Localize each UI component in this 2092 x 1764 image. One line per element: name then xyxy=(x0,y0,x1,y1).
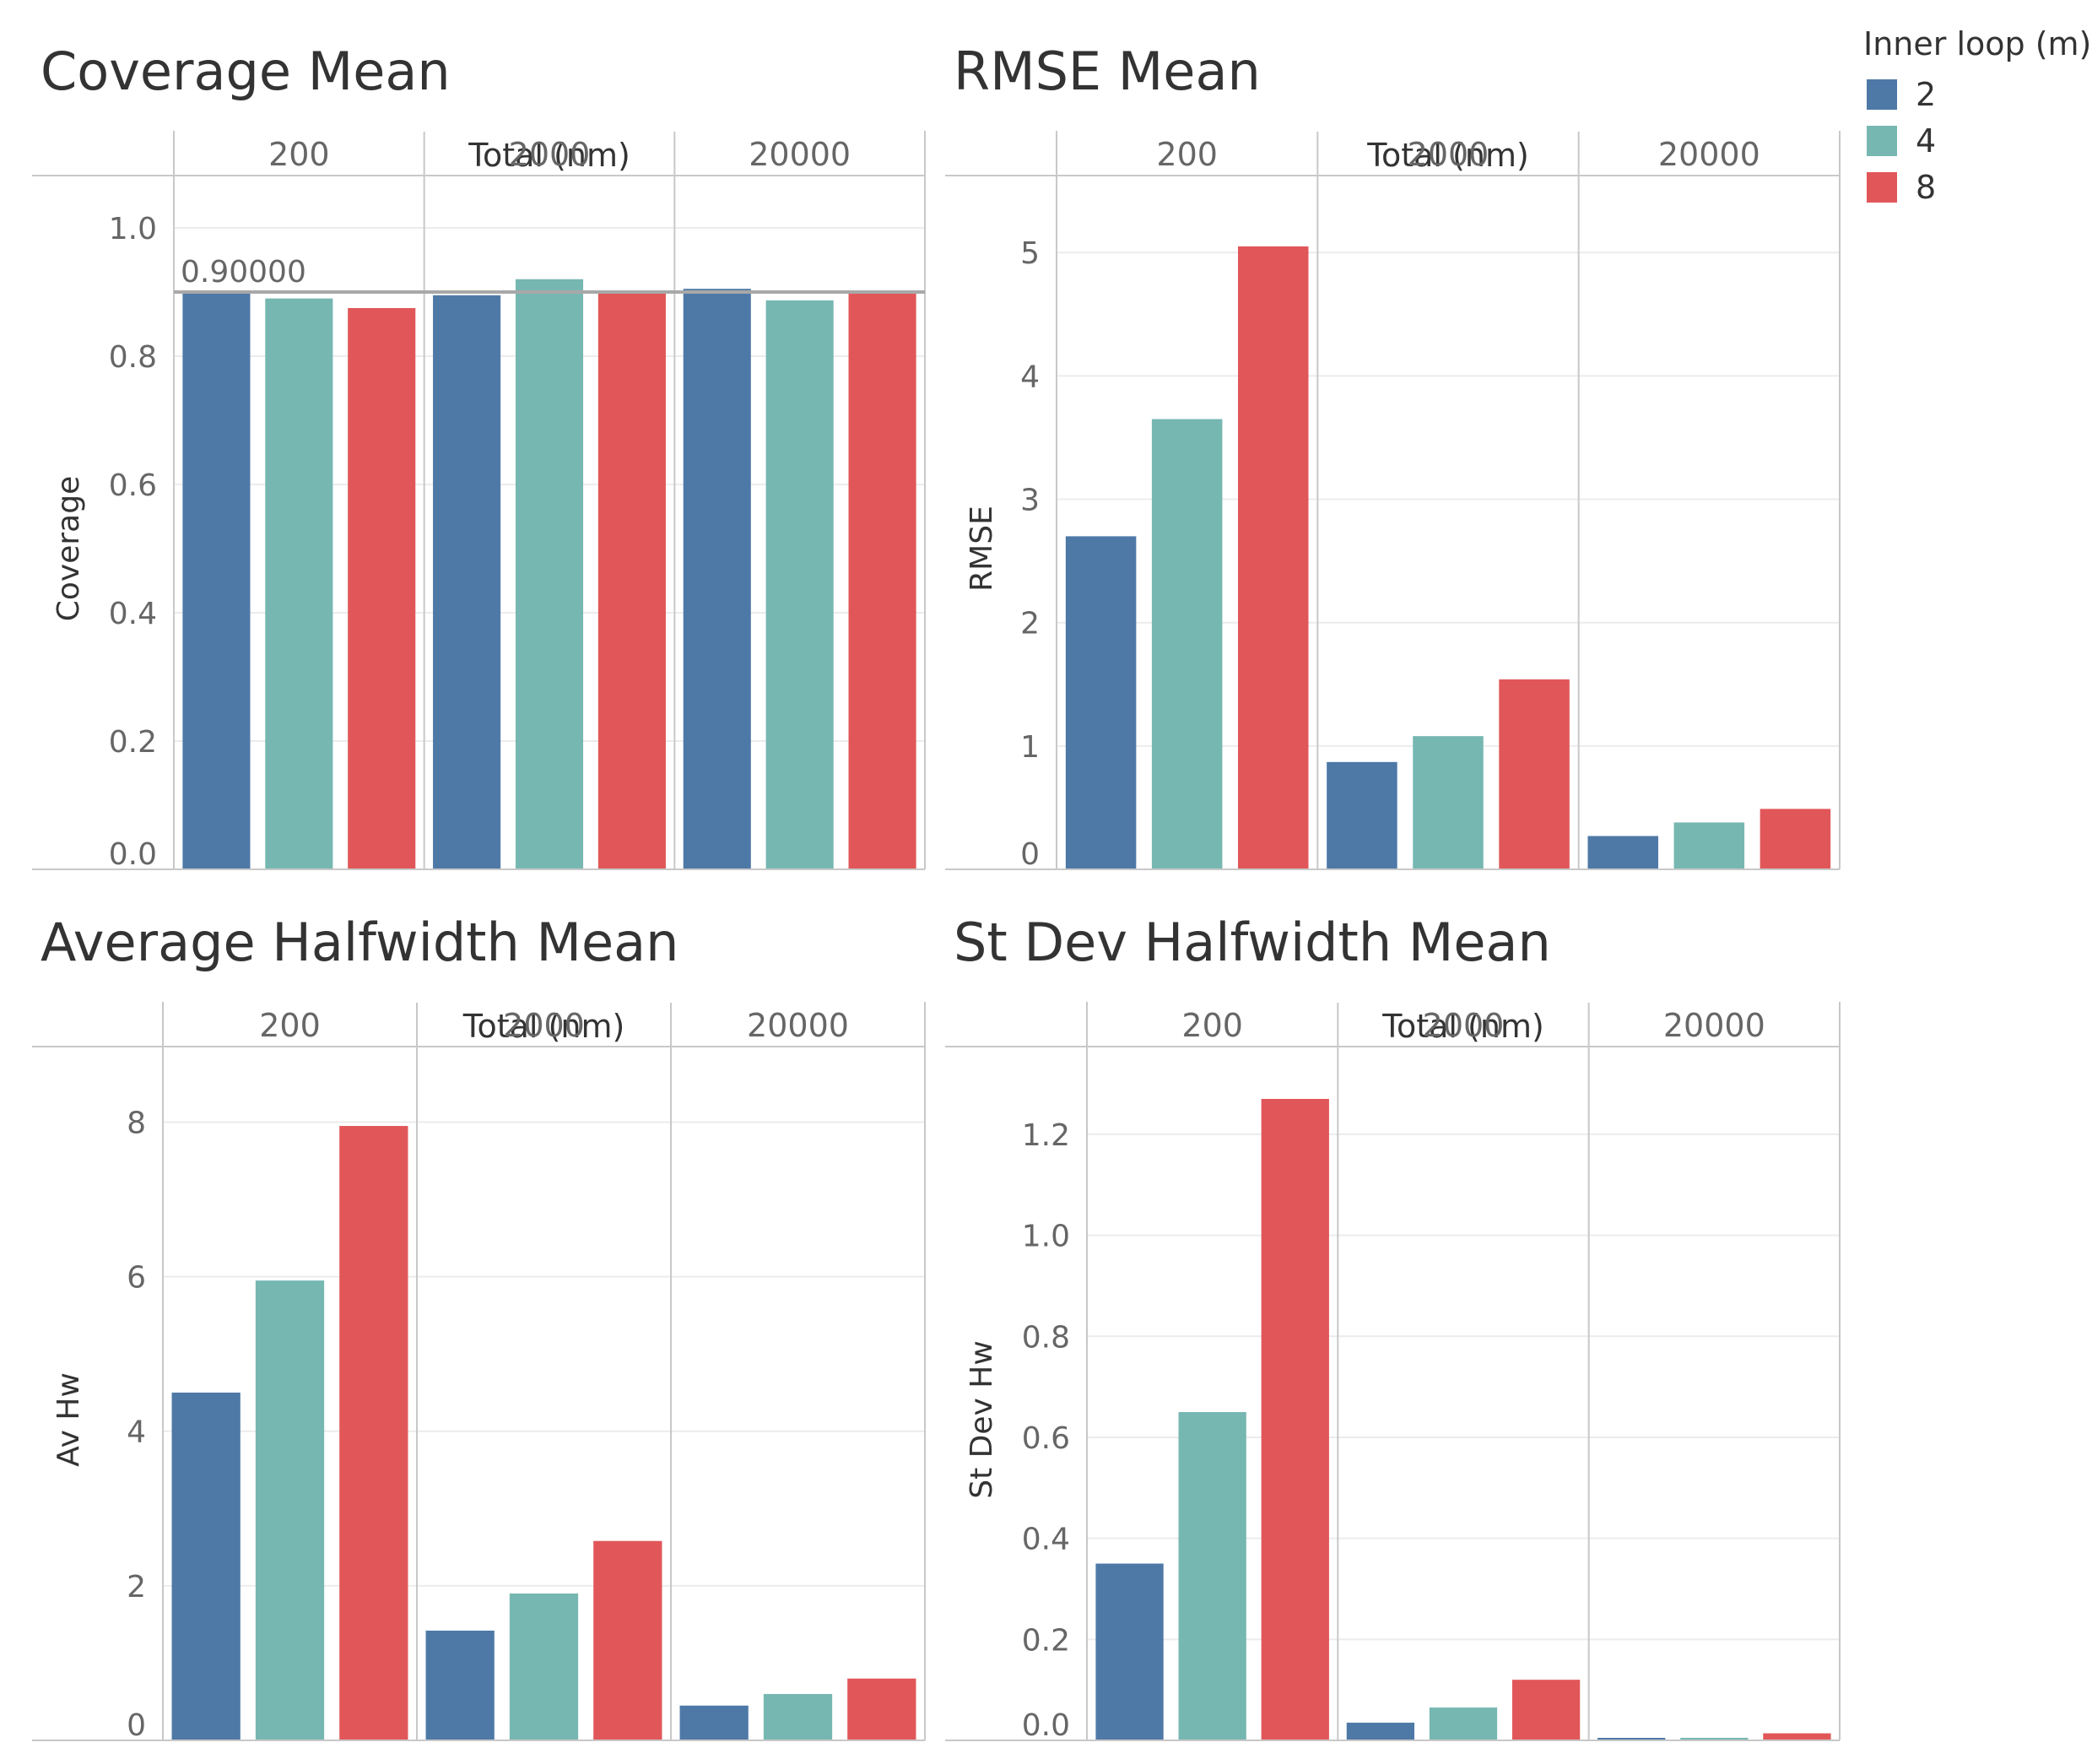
av-hw-bar-200-2 xyxy=(171,1392,241,1740)
av-hw-tick-label-2: 4 xyxy=(127,1415,146,1450)
st-dev-hw-bar-2000-2 xyxy=(1346,1723,1415,1740)
st-dev-hw-y-axis-label: St Dev Hw xyxy=(965,1340,999,1499)
rmse-bar-2000-2 xyxy=(1327,761,1397,869)
coverage-tick-label-5: 1.0 xyxy=(109,212,157,246)
coverage-mean-title: Coverage Mean xyxy=(41,41,451,102)
st-dev-hw-group-label-20000: 20000 xyxy=(1663,1007,1765,1044)
rmse-group-label-2000: 2000 xyxy=(1408,136,1489,173)
av-hw-tick-label-1: 2 xyxy=(127,1570,146,1604)
st-dev-hw-tick-label-3: 0.6 xyxy=(1022,1421,1070,1456)
st-dev-hw-column-header: Total (nm) xyxy=(1381,1008,1544,1045)
st-dev-halfwidth-mean-title: St Dev Halfwidth Mean xyxy=(954,912,1551,973)
st-dev-hw-bar-200-4 xyxy=(1178,1412,1246,1740)
coverage-bar-200-8 xyxy=(348,308,416,869)
av-hw-bar-200-8 xyxy=(339,1126,408,1740)
coverage-bar-20000-8 xyxy=(848,292,916,869)
coverage-bar-200-2 xyxy=(182,292,251,869)
coverage-bar-20000-2 xyxy=(683,289,751,869)
coverage-group-label-20000: 20000 xyxy=(749,136,851,173)
rmse-tick-label-1: 1 xyxy=(1020,730,1040,765)
legend-item-8: 8 xyxy=(1863,164,2091,210)
legend-swatch-2 xyxy=(1867,78,1897,110)
coverage-reference-label: 0.90000 xyxy=(181,255,306,289)
st-dev-hw-tick-label-1: 0.2 xyxy=(1022,1623,1070,1658)
av-hw-group-label-200: 200 xyxy=(259,1007,321,1044)
rmse-tick-label-5: 5 xyxy=(1020,236,1040,271)
coverage-bar-2000-4 xyxy=(515,279,584,869)
av-hw-bar-2000-2 xyxy=(425,1630,495,1740)
rmse-group-label-200: 200 xyxy=(1156,136,1218,173)
st-dev-hw-bar-200-2 xyxy=(1095,1563,1164,1740)
legend-title: Inner loop (m) xyxy=(1863,25,2092,62)
av-hw-y-axis-label: Av Hw xyxy=(51,1372,86,1467)
av-hw-bar-2000-4 xyxy=(509,1594,579,1740)
rmse-bar-2000-8 xyxy=(1499,679,1570,869)
av-hw-bar-20000-8 xyxy=(847,1678,916,1740)
av-hw-bar-20000-2 xyxy=(679,1705,749,1740)
coverage-tick-label-4: 0.8 xyxy=(109,340,157,375)
rmse-bar-20000-2 xyxy=(1587,836,1659,869)
rmse-group-label-20000: 20000 xyxy=(1658,136,1760,173)
legend-swatch-8 xyxy=(1867,171,1897,203)
st-dev-hw-tick-label-4: 0.8 xyxy=(1022,1320,1070,1355)
legend-label-8: 8 xyxy=(1916,168,1937,206)
av-hw-bar-200-4 xyxy=(255,1280,325,1740)
legend-item-4: 4 xyxy=(1863,117,2091,164)
st-dev-hw-bar-20000-2 xyxy=(1597,1738,1666,1740)
coverage-bar-200-4 xyxy=(265,298,333,870)
coverage-group-label-2000: 2000 xyxy=(509,136,591,173)
rmse-mean-title: RMSE Mean xyxy=(954,41,1261,102)
st-dev-hw-bar-2000-8 xyxy=(1511,1680,1581,1740)
coverage-tick-label-2: 0.4 xyxy=(109,597,157,631)
av-hw-bar-20000-4 xyxy=(763,1694,833,1740)
av-hw-group-label-2000: 2000 xyxy=(503,1007,585,1044)
coverage-bar-2000-2 xyxy=(433,295,501,869)
st-dev-hw-bar-20000-4 xyxy=(1680,1738,1749,1740)
coverage-y-axis-label: Coverage xyxy=(51,476,86,621)
coverage-column-header: Total (nm) xyxy=(468,137,630,174)
legend: Inner loop (m) 2 4 8 xyxy=(1863,25,2091,210)
rmse-bar-200-4 xyxy=(1151,419,1223,869)
av-hw-bar-2000-8 xyxy=(593,1540,662,1740)
st-dev-hw-tick-label-6: 1.2 xyxy=(1022,1118,1070,1153)
av-hw-group-label-20000: 20000 xyxy=(747,1007,849,1044)
coverage-tick-label-1: 0.2 xyxy=(109,725,157,760)
coverage-tick-label-0: 0.0 xyxy=(109,837,157,872)
av-hw-tick-label-4: 8 xyxy=(127,1106,146,1140)
legend-label-2: 2 xyxy=(1916,75,1937,113)
legend-label-4: 4 xyxy=(1916,122,1937,160)
rmse-bar-20000-4 xyxy=(1673,822,1745,869)
st-dev-hw-group-label-2000: 2000 xyxy=(1423,1007,1505,1044)
coverage-group-label-200: 200 xyxy=(268,136,330,173)
av-hw-tick-label-0: 0 xyxy=(127,1708,146,1743)
rmse-bar-200-2 xyxy=(1065,536,1137,869)
rmse-bar-200-8 xyxy=(1237,246,1309,869)
coverage-tick-label-3: 0.6 xyxy=(109,468,157,503)
rmse-y-axis-label: RMSE xyxy=(965,506,999,592)
st-dev-hw-tick-label-5: 1.0 xyxy=(1022,1220,1070,1254)
rmse-bar-20000-8 xyxy=(1760,809,1831,869)
rmse-tick-label-4: 4 xyxy=(1020,360,1040,394)
rmse-tick-label-2: 2 xyxy=(1020,607,1040,641)
rmse-tick-label-0: 0 xyxy=(1020,837,1040,872)
st-dev-hw-bar-20000-8 xyxy=(1763,1733,1831,1740)
av-hw-column-header: Total (nm) xyxy=(462,1008,625,1045)
st-dev-hw-tick-label-0: 0.0 xyxy=(1022,1708,1070,1743)
st-dev-hw-group-label-200: 200 xyxy=(1181,1007,1243,1044)
rmse-tick-label-3: 3 xyxy=(1020,484,1040,518)
st-dev-hw-tick-label-2: 0.4 xyxy=(1022,1523,1070,1557)
rmse-column-header: Total (nm) xyxy=(1366,137,1529,174)
st-dev-hw-bar-200-8 xyxy=(1261,1099,1329,1740)
av-hw-tick-label-3: 6 xyxy=(127,1261,146,1296)
coverage-bar-2000-8 xyxy=(597,292,666,869)
coverage-bar-20000-4 xyxy=(765,300,834,869)
st-dev-hw-bar-2000-4 xyxy=(1429,1707,1498,1740)
legend-item-2: 2 xyxy=(1863,71,2091,117)
average-halfwidth-mean-title: Average Halfwidth Mean xyxy=(41,912,679,973)
rmse-bar-2000-4 xyxy=(1413,736,1484,869)
legend-swatch-4 xyxy=(1867,125,1897,156)
